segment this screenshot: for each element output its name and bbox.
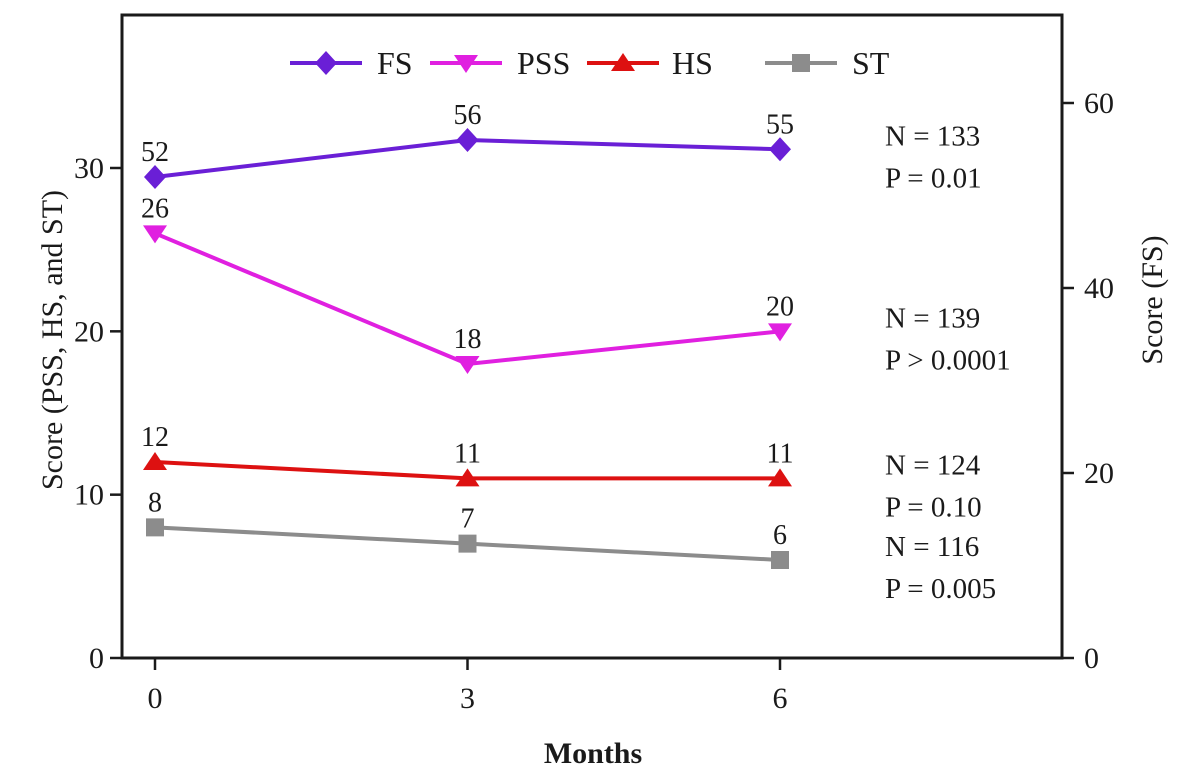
x-axis-title: Months [544, 737, 642, 770]
marker-ST-0 [146, 518, 164, 537]
legend-marker-FS [315, 51, 337, 75]
right-axis-tick-label: 60 [1084, 87, 1114, 120]
marker-FS-1 [456, 128, 479, 152]
value-label-HS-1: 11 [454, 438, 481, 469]
left-y-axis-title: Score (PSS, HS, and ST) [36, 190, 69, 490]
left-axis-tick-label: 30 [74, 152, 104, 185]
value-label-ST-1: 7 [461, 504, 475, 535]
right-y-axis-title: Score (FS) [1136, 235, 1169, 364]
value-label-HS-0: 12 [141, 422, 169, 453]
legend-label-ST: ST [852, 45, 890, 81]
left-axis-tick-label: 20 [74, 315, 104, 348]
value-label-ST-2: 6 [773, 520, 787, 551]
left-axis-tick-label: 10 [74, 479, 104, 512]
x-axis-tick-label: 0 [148, 682, 163, 715]
annotation-p-ST: P = 0.005 [885, 573, 996, 605]
left-axis-tick-label: 0 [89, 642, 104, 675]
legend-label-HS: HS [672, 45, 713, 81]
right-axis-tick-label: 0 [1084, 642, 1099, 675]
annotation-p-FS: P = 0.01 [885, 162, 982, 194]
legend-marker-HS [611, 53, 635, 71]
legend-marker-ST [792, 54, 810, 72]
annotation-n-FS: N = 133 [885, 120, 980, 152]
marker-PSS-0 [143, 225, 167, 244]
value-label-HS-2: 11 [767, 438, 794, 469]
legend-label-PSS: PSS [517, 45, 570, 81]
marker-HS-2 [768, 468, 792, 487]
value-label-FS-2: 55 [766, 109, 794, 140]
marker-ST-1 [458, 534, 477, 553]
annotation-n-HS: N = 124 [885, 449, 981, 481]
value-label-ST-0: 8 [148, 487, 162, 518]
marker-FS-2 [769, 137, 791, 162]
marker-PSS-1 [455, 356, 480, 374]
value-label-PSS-2: 20 [766, 291, 794, 322]
value-label-PSS-0: 26 [141, 193, 169, 224]
value-label-FS-0: 52 [141, 137, 169, 168]
marker-HS-0 [143, 452, 167, 470]
right-axis-tick-label: 20 [1084, 457, 1114, 490]
value-label-PSS-1: 18 [454, 324, 482, 355]
annotation-p-PSS: P > 0.0001 [885, 344, 1011, 376]
marker-HS-1 [455, 468, 480, 487]
plot-area-border [120, 13, 1064, 660]
annotation-n-ST: N = 116 [885, 531, 979, 563]
annotation-p-HS: P = 0.10 [885, 491, 982, 523]
legend-label-FS: FS [377, 45, 413, 81]
x-axis-tick-label: 6 [773, 682, 788, 715]
marker-FS-0 [144, 165, 166, 189]
value-label-FS-1: 56 [454, 100, 482, 131]
marker-ST-2 [771, 551, 789, 569]
right-axis-tick-label: 40 [1084, 272, 1114, 305]
marker-PSS-2 [768, 323, 792, 342]
legend-marker-PSS [454, 55, 478, 73]
annotation-n-PSS: N = 139 [885, 302, 980, 334]
x-axis-tick-label: 3 [460, 682, 475, 715]
